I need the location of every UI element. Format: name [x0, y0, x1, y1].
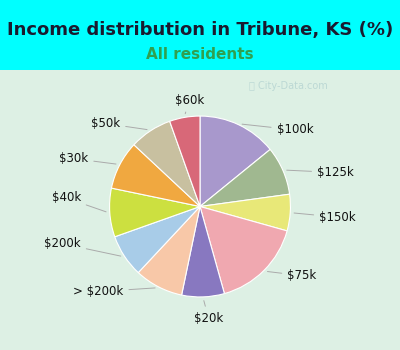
- Wedge shape: [138, 206, 200, 295]
- Wedge shape: [134, 121, 200, 206]
- Text: Income distribution in Tribune, KS (%): Income distribution in Tribune, KS (%): [7, 21, 393, 39]
- Wedge shape: [182, 206, 224, 297]
- Text: $200k: $200k: [44, 237, 121, 256]
- Text: All residents: All residents: [146, 47, 254, 62]
- Text: $50k: $50k: [91, 117, 147, 130]
- Wedge shape: [200, 116, 270, 206]
- Text: > $200k: > $200k: [73, 285, 155, 298]
- Wedge shape: [200, 194, 290, 231]
- Text: $100k: $100k: [242, 124, 313, 136]
- Wedge shape: [112, 145, 200, 206]
- Text: $30k: $30k: [59, 152, 116, 165]
- Text: $150k: $150k: [294, 211, 356, 224]
- Text: $60k: $60k: [175, 93, 204, 114]
- Wedge shape: [110, 188, 200, 237]
- Wedge shape: [200, 206, 287, 294]
- Wedge shape: [115, 206, 200, 273]
- Text: $75k: $75k: [268, 269, 316, 282]
- Wedge shape: [170, 116, 200, 206]
- Text: Ⓜ City-Data.com: Ⓜ City-Data.com: [249, 81, 327, 91]
- Text: $40k: $40k: [52, 191, 106, 212]
- Text: $20k: $20k: [194, 301, 223, 325]
- Wedge shape: [200, 149, 290, 206]
- Text: $125k: $125k: [287, 166, 354, 179]
